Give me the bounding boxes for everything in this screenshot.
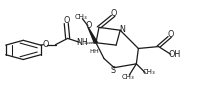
Text: O: O <box>167 30 174 39</box>
Polygon shape <box>88 27 98 43</box>
Text: CH₃: CH₃ <box>121 74 134 80</box>
Text: OH: OH <box>168 50 180 59</box>
Text: O: O <box>63 16 69 25</box>
Text: N: N <box>120 25 126 34</box>
Text: H: H <box>89 49 94 54</box>
Text: CH₃: CH₃ <box>74 14 87 20</box>
Text: H: H <box>94 49 98 54</box>
Text: O: O <box>111 9 117 18</box>
Text: NH: NH <box>76 38 88 47</box>
Text: CH₃: CH₃ <box>143 70 156 75</box>
Text: O: O <box>85 21 92 30</box>
Text: S: S <box>110 66 116 75</box>
Text: O: O <box>42 40 49 49</box>
